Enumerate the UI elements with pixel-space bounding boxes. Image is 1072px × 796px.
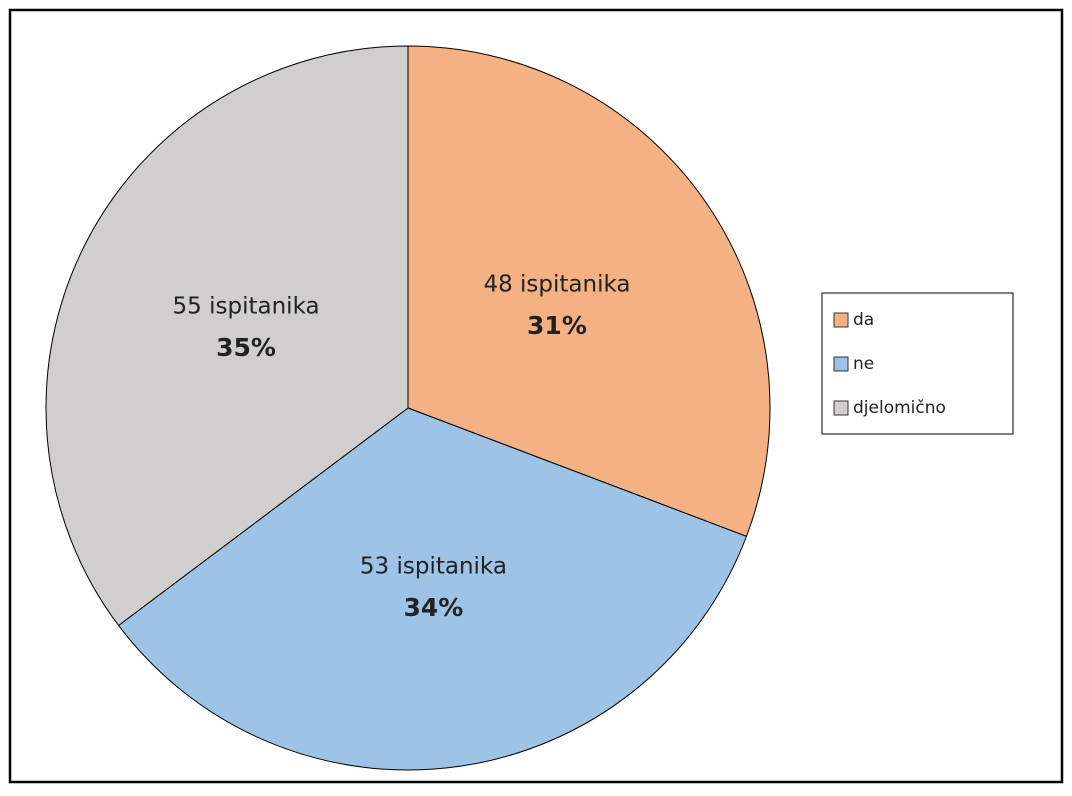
legend-label: djelomično [853, 398, 946, 418]
slice-percent-label: 34% [404, 593, 464, 622]
legend-swatch [833, 356, 849, 372]
slice-percent-label: 35% [216, 333, 276, 362]
legend-label: da [853, 310, 874, 330]
pie-slice [117, 407, 748, 771]
legend-label: ne [853, 354, 874, 374]
slice-percent-label: 31% [527, 311, 587, 340]
slice-count-label: 48 ispitanika [483, 272, 630, 298]
pie-slice [45, 45, 409, 627]
pie-slice [407, 45, 771, 538]
slice-count-label: 55 ispitanika [173, 294, 320, 320]
legend-swatch [833, 400, 849, 416]
legend-swatch [833, 312, 849, 328]
slice-count-label: 53 ispitanika [360, 554, 507, 580]
legend-box [821, 292, 1014, 435]
